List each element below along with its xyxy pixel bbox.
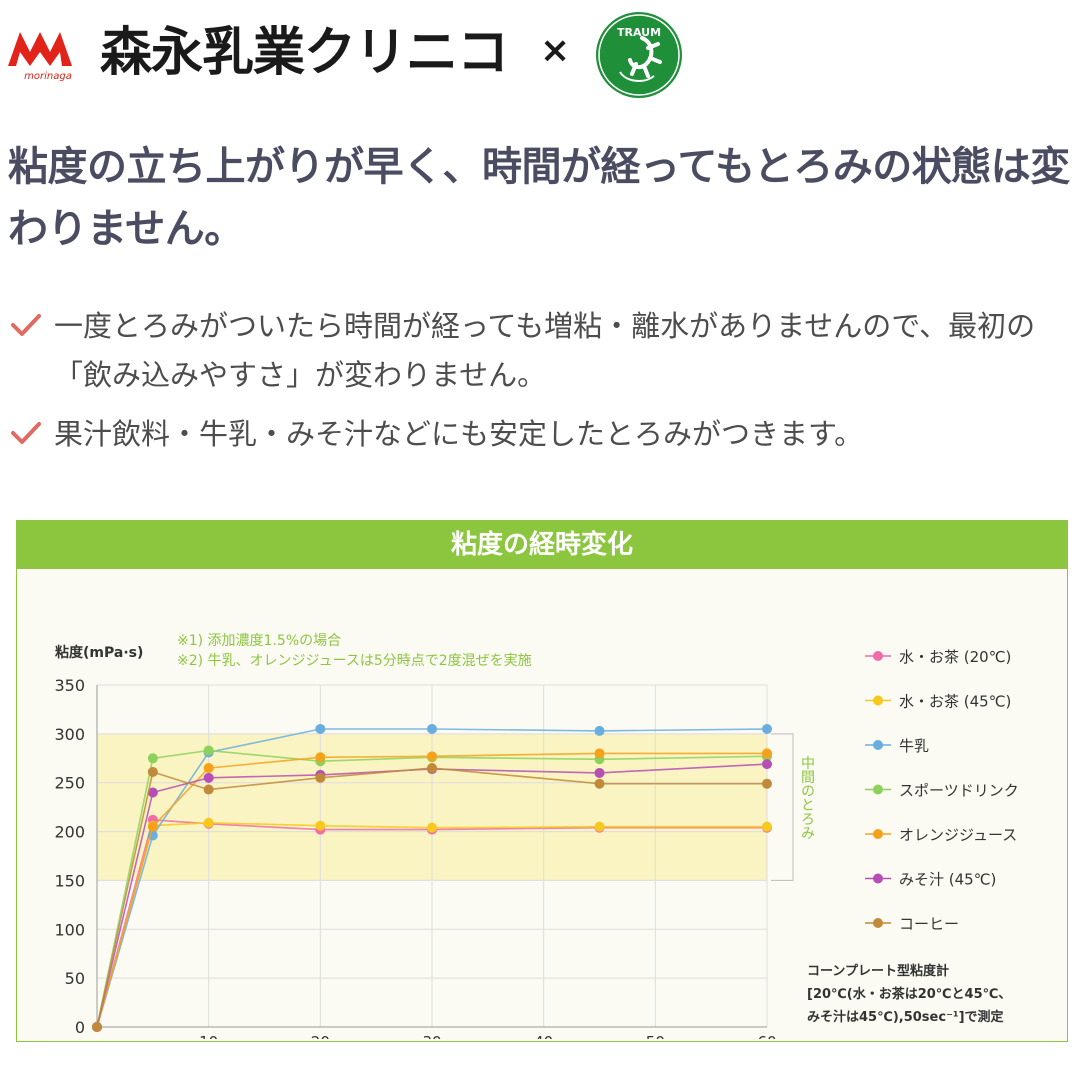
header: morinaga 森永乳業クリニコ × TRAUM (0, 0, 1080, 110)
band-label: 中間のとろみ (799, 756, 815, 840)
feature-item: 果汁飲料・牛乳・みそ汁などにも安定したとろみがつきます。 (8, 410, 1074, 459)
legend-marker (873, 784, 883, 795)
data-point (147, 753, 158, 764)
data-point (594, 725, 605, 736)
measurement-note: コーンプレート型粘度計 (807, 963, 949, 979)
x-tick-label: 60 (757, 1033, 776, 1039)
feature-text: 一度とろみがついたら時間が経っても増粘・離水がありませんので、最初の「飲み込みや… (54, 309, 1036, 392)
legend-marker (873, 740, 883, 750)
y-tick-label: 200 (54, 823, 85, 842)
data-point (762, 778, 772, 789)
y-tick-label: 100 (54, 920, 85, 939)
legend-label: コーヒー (899, 915, 959, 933)
band-bracket (771, 733, 794, 881)
viscosity-chart: 中間のとろみ 0 50 100 150 200 250 300 350 10 20 30 40 50 60 粘… (54, 633, 1019, 1079)
y-tick-label: 350 (54, 676, 85, 695)
traum-logo-text: TRAUM (617, 26, 661, 39)
y-tick-label: 300 (54, 725, 85, 744)
data-point (762, 759, 772, 770)
data-point (203, 745, 214, 756)
x-tick-label: 20 (311, 1033, 330, 1039)
y-tick-label: 250 (54, 774, 85, 793)
legend-label: 水・お茶 (20℃) (899, 648, 1011, 666)
data-point (315, 820, 326, 831)
feature-item: 一度とろみがついたら時間が経っても増粘・離水がありませんので、最初の「飲み込みや… (8, 302, 1074, 400)
legend-marker (873, 651, 883, 661)
feature-text: 果汁飲料・牛乳・みそ汁などにも安定したとろみがつきます。 (54, 417, 864, 451)
legend-marker (873, 829, 883, 839)
y-tick-label: 50 (65, 969, 85, 988)
chart-note: ※2) 牛乳、オレンジジュースは5分時点で2度混ぜを実施 (177, 653, 532, 669)
legend-marker (873, 918, 883, 928)
headline: 粘度の立ち上がりが早く、時間が経ってもとろみの状態は変わりません。 (8, 144, 1070, 252)
data-point (315, 752, 326, 763)
data-point (147, 766, 158, 777)
y-tick-label: 0 (75, 1018, 85, 1037)
legend-label: オレンジジュース (899, 826, 1017, 844)
data-point (315, 772, 326, 783)
check-icon (11, 422, 41, 444)
morinaga-logo-icon: morinaga (8, 32, 72, 82)
x-tick-label: 10 (199, 1033, 218, 1039)
legend-marker (873, 873, 883, 884)
check-icon (11, 314, 41, 336)
measurement-note: みそ汁は45℃),50sec⁻¹]で測定 (807, 1009, 1004, 1025)
legend-label: みそ汁 (45℃) (899, 871, 996, 889)
legend-label: スポーツドリンク (899, 782, 1019, 800)
data-point (147, 787, 158, 798)
legend-label: 牛乳 (899, 737, 929, 755)
legend-label: 水・お茶 (45℃) (899, 693, 1011, 711)
viscosity-chart-panel: 粘度の経時変化 中間のとろみ 0 50 100 150 200 250 300 350 10 20 3… (16, 520, 1068, 1079)
traum-logo-icon: TRAUM (594, 10, 684, 100)
measurement-note: [20℃(水・お茶は20℃と45℃、 (807, 986, 1011, 1002)
data-point (762, 821, 772, 832)
data-point (427, 822, 437, 833)
separator-mark: × (540, 30, 571, 71)
feature-list: 一度とろみがついたら時間が経っても増粘・離水がありませんので、最初の「飲み込みや… (8, 302, 1074, 469)
data-point (427, 723, 437, 734)
data-point (427, 751, 437, 762)
data-point (147, 821, 158, 832)
data-point (594, 821, 605, 832)
data-point (427, 763, 437, 774)
data-point (762, 748, 772, 759)
brand-name: 森永乳業クリニコ (100, 23, 509, 83)
x-tick-label: 30 (422, 1033, 441, 1039)
chart-title: 粘度の経時変化 (17, 521, 1067, 569)
data-point (315, 723, 326, 734)
chart-note: ※1) 添加濃度1.5%の場合 (177, 633, 341, 649)
data-point (762, 723, 772, 734)
y-tick-label: 150 (54, 871, 85, 890)
data-point (203, 763, 214, 774)
logo-sub-text: morinaga (24, 71, 72, 82)
data-point (594, 778, 605, 789)
data-point (203, 784, 214, 795)
legend-marker (873, 695, 883, 706)
data-point (594, 767, 605, 778)
data-point (594, 748, 605, 759)
y-axis-label: 粘度(mPa·s) (55, 644, 143, 661)
data-point (203, 772, 214, 783)
x-tick-label: 40 (534, 1033, 553, 1039)
x-tick-label: 50 (646, 1033, 665, 1039)
data-point (203, 817, 214, 828)
data-point (92, 1022, 102, 1032)
